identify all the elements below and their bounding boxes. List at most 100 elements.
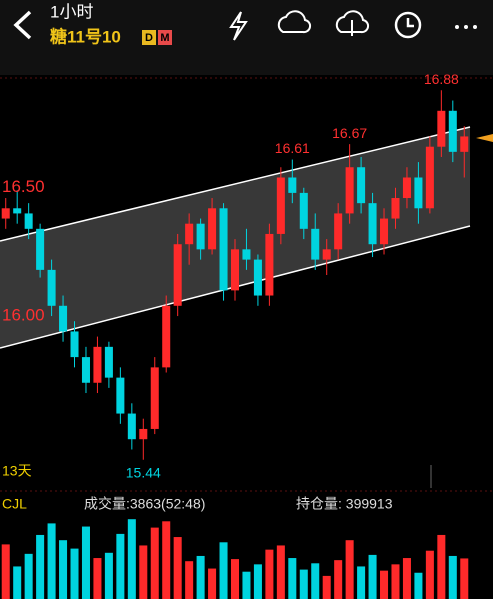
volume-bar (196, 555, 205, 599)
volume-bar (311, 563, 320, 599)
volume-bar (253, 564, 262, 599)
candle-body (322, 249, 331, 260)
volume-bar (345, 540, 354, 599)
candle-body (47, 269, 56, 306)
volume-bar (380, 570, 389, 599)
volume-bar (93, 558, 102, 599)
candle-body (299, 192, 308, 229)
candle-body (402, 177, 411, 199)
candle-body (196, 223, 205, 250)
candle-body (104, 346, 113, 378)
volume-bar (288, 558, 297, 599)
volume-bar (230, 559, 240, 599)
y-tick-label: 16.00 (2, 306, 45, 325)
candle-body (437, 110, 446, 147)
candle-body (81, 357, 90, 383)
volume-bar (265, 549, 274, 599)
candle-body (391, 198, 400, 219)
candle-body (116, 377, 125, 414)
candle-body (357, 167, 366, 204)
volume-bar (391, 564, 400, 599)
candle-body (24, 213, 33, 229)
volume-bar (368, 554, 377, 599)
volume-bar (70, 548, 79, 599)
volume-bar (402, 558, 411, 599)
badge: D (145, 32, 153, 44)
volume-bar (36, 534, 45, 599)
candle-body (150, 367, 159, 429)
candle-body (334, 213, 343, 250)
volume-bar (219, 542, 228, 599)
candle-body (425, 146, 434, 209)
volume-bar (59, 540, 68, 599)
volume-bar (47, 523, 56, 599)
volume-label: CJL (2, 496, 27, 512)
volume-bar (81, 526, 90, 599)
candle-body (36, 228, 45, 270)
volume-bar (173, 537, 182, 599)
candle-body (253, 259, 262, 296)
volume-bar (322, 575, 331, 599)
badge: M (160, 32, 169, 44)
candle-body (1, 208, 10, 219)
candle-body (173, 244, 182, 306)
cloud-icon[interactable] (335, 10, 370, 36)
candle-body (345, 167, 354, 214)
candle-body (59, 305, 68, 332)
volume-bar (460, 558, 469, 599)
candle-body (414, 177, 423, 209)
volume-bar (1, 544, 10, 599)
volume-bar (150, 527, 159, 599)
volume-bar (208, 568, 217, 599)
clock-icon[interactable] (394, 11, 422, 39)
cloud-flash-icon[interactable] (277, 10, 312, 34)
badge-m (158, 30, 172, 45)
volume-bar (242, 571, 251, 599)
back-button[interactable] (13, 10, 32, 40)
price-pointer (476, 134, 493, 142)
volume-bar (13, 566, 22, 599)
candle-body (242, 249, 251, 260)
candle-body (230, 249, 240, 291)
candle-body (311, 228, 320, 260)
open-interest-text: 持仓量: 399913 (296, 496, 393, 512)
volume-bar (162, 521, 171, 599)
volume-bar (299, 569, 308, 599)
candle-body (13, 208, 22, 214)
candle-body (127, 413, 136, 440)
candle-body (288, 177, 297, 193)
volume-bar (357, 566, 366, 599)
volume-bar (104, 552, 113, 599)
symbol: 糖11号10 (50, 26, 121, 46)
candle-body (70, 331, 79, 358)
volume-bar (437, 534, 446, 599)
volume-bar (24, 553, 33, 599)
volume-bar (127, 519, 136, 599)
volume-bar (414, 572, 423, 599)
candle-body (265, 233, 274, 296)
price-annotation: 15.44 (126, 464, 161, 480)
more-button[interactable] (455, 25, 477, 29)
candle-body (460, 136, 469, 152)
candle-body (276, 177, 285, 234)
candle-body (219, 208, 228, 291)
candle-body (368, 203, 377, 245)
price-annotation: 16.88 (424, 71, 459, 87)
channel-upper (0, 126, 471, 242)
volume-text: 成交量:3863(52:48) (84, 496, 205, 512)
candle-body (448, 110, 457, 152)
candle-body (93, 346, 102, 383)
candle-body (162, 305, 171, 368)
volume-bar (116, 533, 125, 599)
volume-bar (425, 550, 434, 599)
flash-icon[interactable] (229, 11, 248, 41)
y-tick-label: 16.50 (2, 177, 45, 196)
volume-bar (185, 561, 194, 599)
countdown: 13天 (2, 463, 32, 479)
channel-fill (0, 127, 470, 348)
volume-bar (276, 545, 285, 599)
price-annotation: 16.61 (275, 140, 310, 156)
candle-body (139, 428, 148, 440)
